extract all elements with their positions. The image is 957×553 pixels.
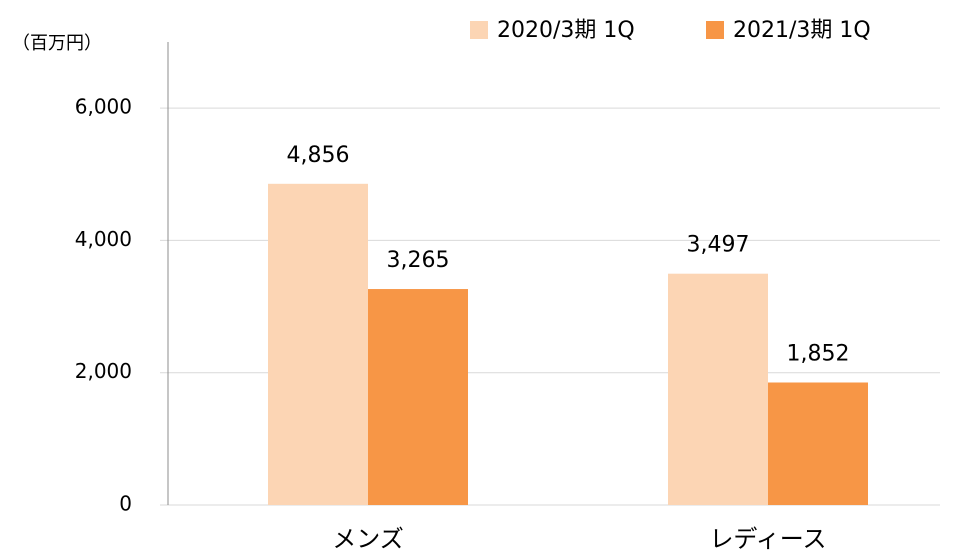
bar <box>268 183 368 505</box>
y-tick-label: 0 <box>119 492 132 516</box>
y-axis-label: （百万円） <box>12 33 102 54</box>
data-label: 3,265 <box>387 248 450 273</box>
legend-label: 2020/3期 1Q <box>497 18 635 43</box>
y-tick-label: 2,000 <box>75 359 132 383</box>
y-tick-label: 6,000 <box>75 95 132 119</box>
x-tick-label: メンズ <box>332 525 404 553</box>
data-label: 1,852 <box>787 342 850 367</box>
bar <box>768 382 868 505</box>
legend-label: 2021/3期 1Q <box>733 18 871 43</box>
legend-swatch <box>706 21 724 39</box>
bar <box>368 289 468 505</box>
bar <box>668 273 768 505</box>
legend-swatch <box>470 21 488 39</box>
data-label: 4,856 <box>287 143 350 168</box>
x-tick-label: レディース <box>709 525 826 553</box>
y-tick-label: 4,000 <box>75 227 132 251</box>
data-label: 3,497 <box>687 233 750 258</box>
